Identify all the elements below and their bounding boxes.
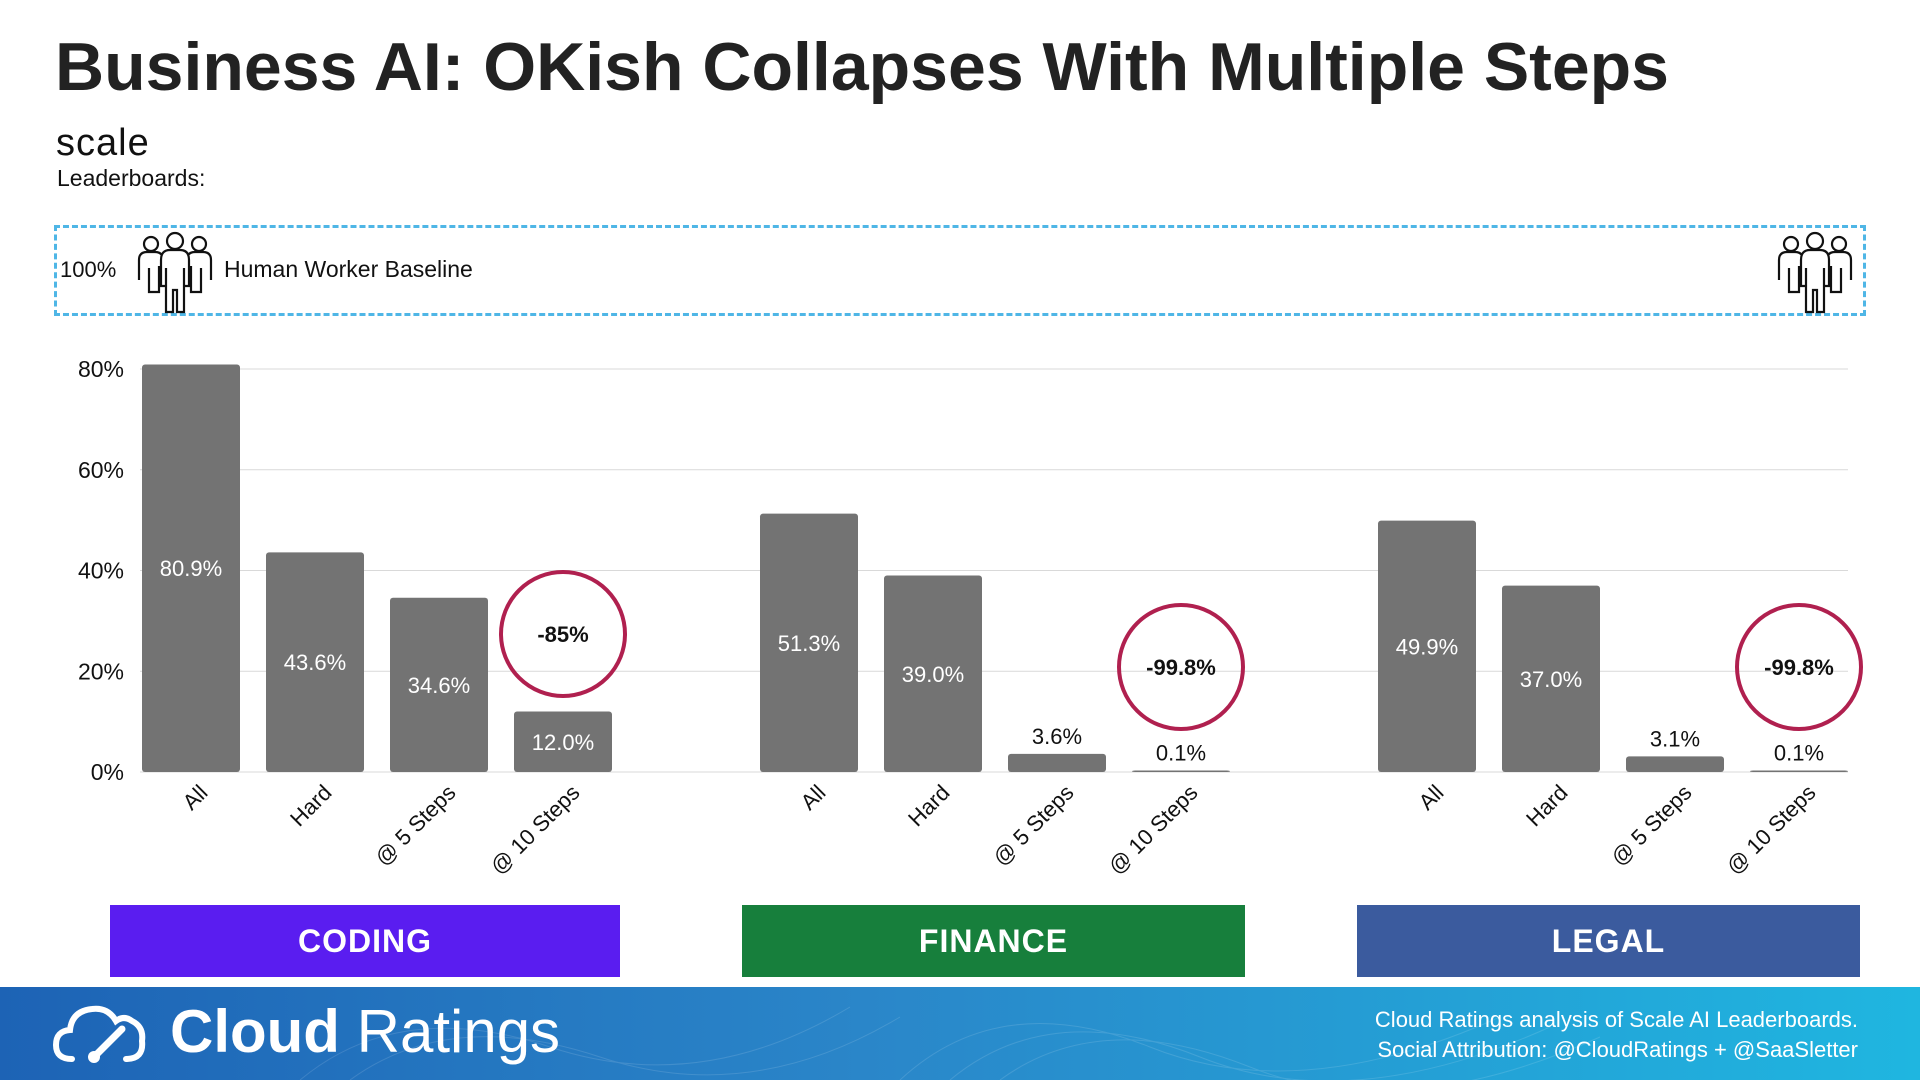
- data-label: 37.0%: [1520, 667, 1582, 692]
- bar: [1378, 520, 1476, 772]
- bar: [514, 711, 612, 772]
- callout-circle: [1735, 603, 1863, 731]
- cloud-gauge-icon: [52, 1005, 146, 1063]
- callout-label: -99.8%: [1764, 655, 1834, 680]
- category-label: CODING: [298, 922, 432, 959]
- bar: [1008, 753, 1106, 772]
- credit-text: Cloud Ratings analysis of Scale AI Leade…: [1375, 1005, 1858, 1065]
- bar: [1502, 585, 1600, 772]
- people-group-icon: [1777, 231, 1853, 314]
- baseline-label: Human Worker Baseline: [224, 256, 473, 282]
- y-tick-label: 0%: [91, 759, 124, 785]
- bar: [390, 597, 488, 772]
- data-label: 80.9%: [160, 556, 222, 581]
- x-tick-label: All: [178, 780, 213, 815]
- credit-line-1: Cloud Ratings analysis of Scale AI Leade…: [1374, 1007, 1858, 1032]
- source-subtitle: Leaderboards:: [57, 165, 206, 191]
- callout-circle: [499, 570, 627, 698]
- callout-circle: [1117, 603, 1245, 731]
- x-tick-label: All: [796, 780, 831, 815]
- x-tick-label: Hard: [285, 780, 336, 831]
- data-label: 39.0%: [902, 662, 964, 687]
- data-label: 51.3%: [778, 631, 840, 656]
- footer-banner: Cloud Ratings Cloud Ratings analysis of …: [0, 987, 1920, 1080]
- bar-chart: 0% 20% 40% 60% 80% 80.9% All 43.6% Hard 34.6% @ 5 …: [78, 356, 1863, 879]
- data-label: 49.9%: [1396, 634, 1458, 659]
- data-label: 43.6%: [284, 650, 346, 675]
- x-tick-label: @ 5 Steps: [1606, 780, 1697, 871]
- x-tick-label: @ 5 Steps: [370, 780, 461, 871]
- data-label: 12.0%: [532, 730, 594, 755]
- people-group-icon: [137, 231, 213, 314]
- human-baseline-box: 100% Human Worker Baseline: [54, 225, 1866, 316]
- bar: [1626, 756, 1724, 772]
- bar: [266, 552, 364, 772]
- category-label: LEGAL: [1551, 922, 1666, 959]
- y-tick-label: 80%: [78, 356, 124, 382]
- category-finance: FINANCE: [742, 905, 1245, 977]
- x-tick-label: @ 10 Steps: [1721, 780, 1820, 879]
- x-tick-label: Hard: [903, 780, 954, 831]
- y-tick-label: 20%: [78, 658, 124, 684]
- callout-label: -99.8%: [1146, 655, 1216, 680]
- x-tick-label: @ 10 Steps: [485, 780, 584, 879]
- baseline-value: 100%: [60, 257, 117, 282]
- bar: [884, 575, 982, 772]
- category-legal: LEGAL: [1357, 905, 1860, 977]
- brand-bold: Cloud: [170, 998, 340, 1065]
- x-tick-label: @ 10 Steps: [1103, 780, 1202, 879]
- data-label: 0.1%: [1156, 741, 1206, 766]
- bar: [1132, 770, 1230, 772]
- x-tick-label: All: [1414, 780, 1449, 815]
- brand-light: Ratings: [339, 998, 561, 1065]
- data-label: 3.1%: [1650, 726, 1700, 751]
- x-tick-label: Hard: [1521, 780, 1572, 831]
- y-tick-label: 60%: [78, 457, 124, 483]
- scale-logo: scale: [56, 122, 150, 164]
- category-coding: CODING: [110, 905, 620, 977]
- bar: [760, 513, 858, 772]
- bar: [142, 364, 240, 772]
- category-label: FINANCE: [918, 922, 1069, 959]
- callout-label: -85%: [537, 622, 588, 647]
- bar: [1750, 770, 1848, 772]
- credit-line-2: Social Attribution: @CloudRatings + @Saa…: [1377, 1037, 1858, 1062]
- data-label: 34.6%: [408, 673, 470, 698]
- x-tick-label: @ 5 Steps: [988, 780, 1079, 871]
- data-label: 0.1%: [1774, 741, 1824, 766]
- data-label: 3.6%: [1032, 724, 1082, 749]
- cloud-ratings-brand: Cloud Ratings: [170, 997, 560, 1066]
- footer-pattern: [299, 1006, 1601, 1080]
- y-tick-label: 40%: [78, 558, 124, 584]
- page-title: Business AI: OKish Collapses With Multip…: [55, 29, 1670, 105]
